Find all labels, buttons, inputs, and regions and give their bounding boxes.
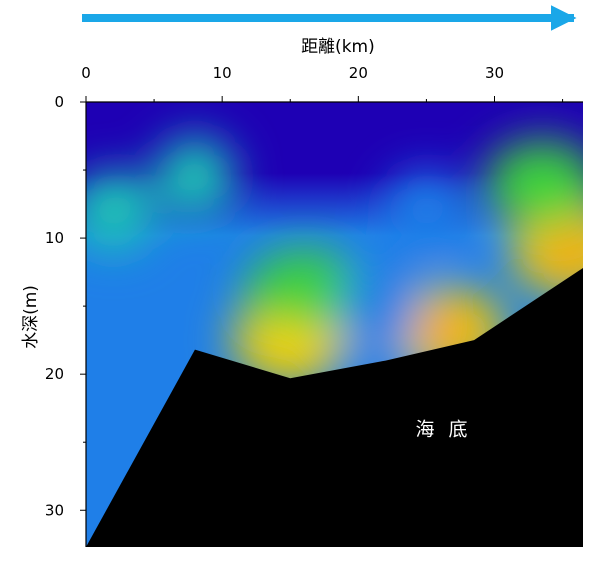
x-tick-label: 0	[81, 64, 91, 82]
colour-feature	[386, 170, 467, 251]
y-tick-label: 30	[45, 501, 64, 519]
x-axis-title: 距離(km)	[301, 37, 375, 57]
colour-feature	[245, 248, 362, 337]
colour-feature	[154, 136, 235, 217]
x-tick-label: 10	[213, 64, 232, 82]
seabed-area	[86, 268, 583, 547]
y-tick-label: 10	[45, 229, 64, 247]
y-tick-label: 0	[54, 93, 64, 111]
x-tick-label: 30	[485, 64, 504, 82]
colour-feature	[86, 170, 154, 251]
colour-feature	[484, 139, 583, 228]
colour-core	[420, 310, 473, 351]
colour-core	[543, 231, 583, 272]
colour-core	[264, 320, 317, 361]
y-tick-label: 20	[45, 365, 64, 383]
colour-feature	[338, 272, 419, 353]
plot-area	[86, 102, 583, 547]
x-tick-label: 20	[349, 64, 368, 82]
y-axis-title: 水深(m)	[21, 285, 41, 349]
seabed-label: 海 底	[416, 418, 472, 440]
